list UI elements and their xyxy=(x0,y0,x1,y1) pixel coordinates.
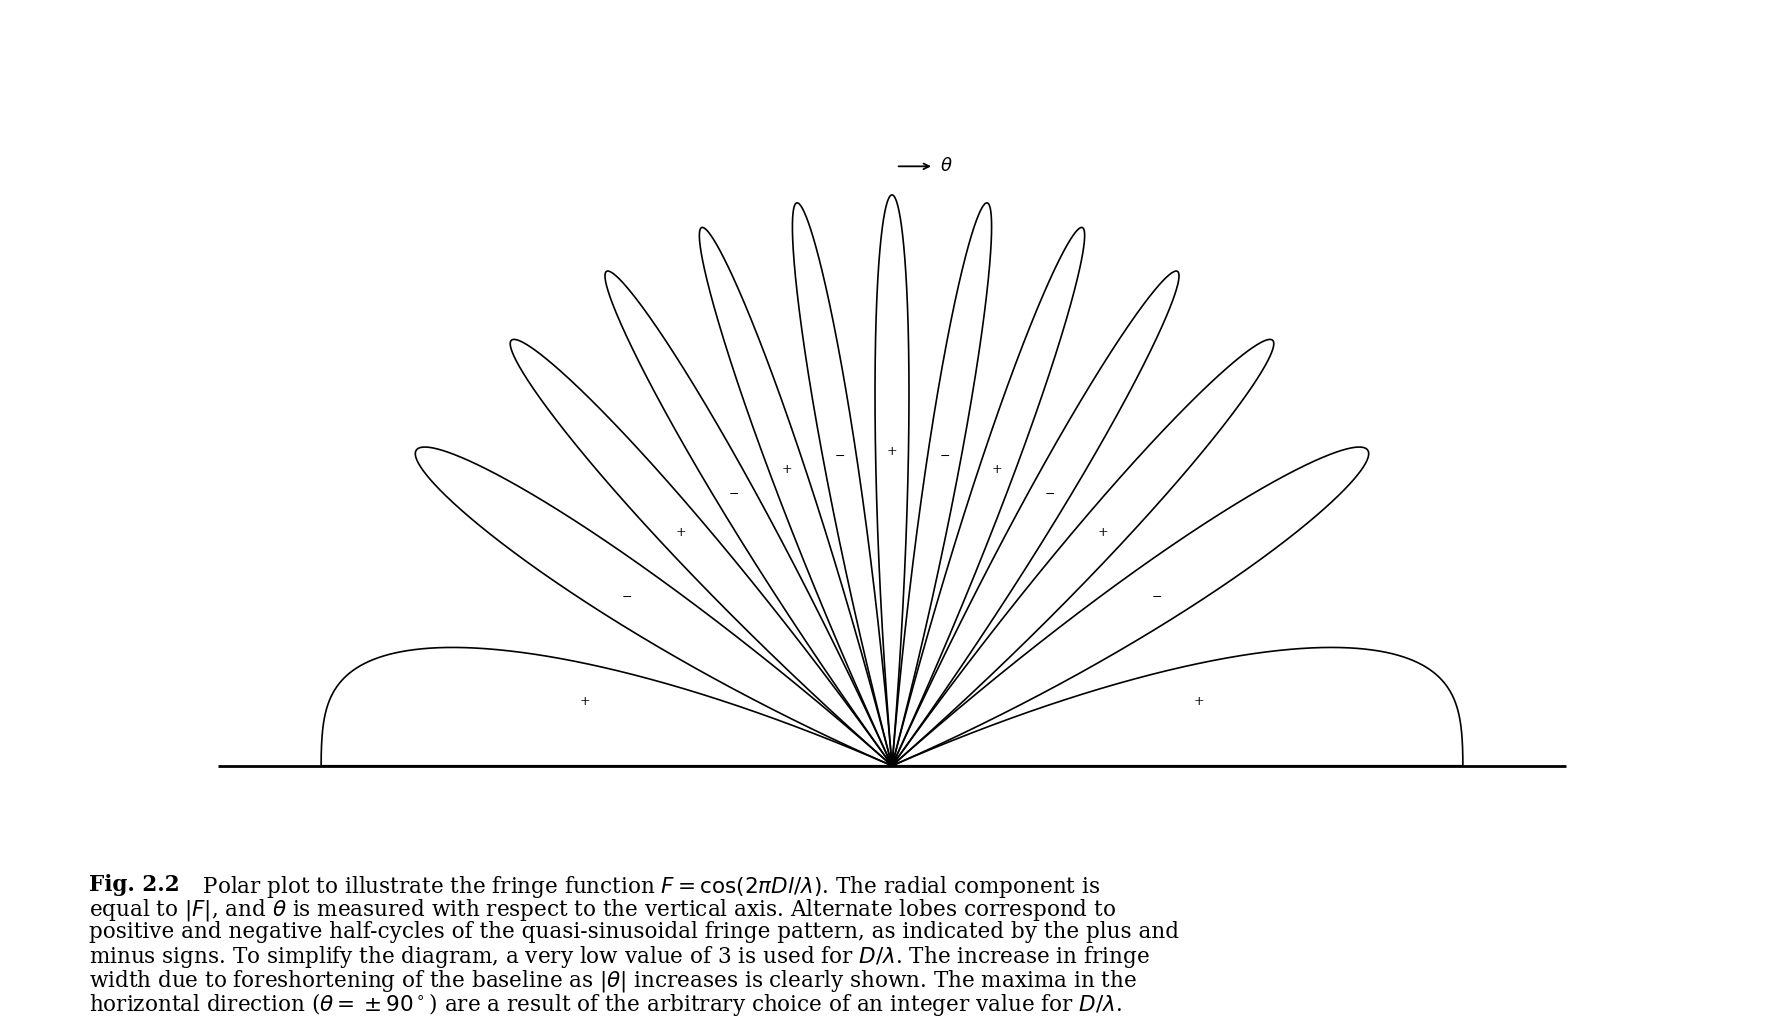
Text: equal to $|F|$, and $\theta$ is measured with respect to the vertical axis. Alte: equal to $|F|$, and $\theta$ is measured… xyxy=(89,898,1117,923)
Text: horizontal direction ($\theta = \pm 90^\circ$) are a result of the arbitrary cho: horizontal direction ($\theta = \pm 90^\… xyxy=(89,992,1122,1018)
Text: −: − xyxy=(835,450,846,463)
Text: +: + xyxy=(992,463,1003,476)
Text: −: − xyxy=(623,590,632,604)
Text: +: + xyxy=(781,463,792,476)
Text: Fig. 2.2: Fig. 2.2 xyxy=(89,873,180,896)
Text: −: − xyxy=(938,450,949,463)
Text: +: + xyxy=(887,445,897,458)
Text: −: − xyxy=(1152,590,1161,604)
Text: positive and negative half-cycles of the quasi-sinusoidal fringe pattern, as ind: positive and negative half-cycles of the… xyxy=(89,921,1179,943)
Text: width due to foreshortening of the baseline as $|\theta|$ increases is clearly s: width due to foreshortening of the basel… xyxy=(89,968,1136,994)
Text: +: + xyxy=(1193,695,1204,709)
Text: $\theta$: $\theta$ xyxy=(940,158,953,175)
Text: +: + xyxy=(580,695,591,709)
Text: −: − xyxy=(730,488,740,501)
Text: −: − xyxy=(1044,488,1054,501)
Text: minus signs. To simplify the diagram, a very low value of 3 is used for $D/\lamb: minus signs. To simplify the diagram, a … xyxy=(89,945,1151,970)
Text: +: + xyxy=(1097,526,1108,540)
Text: +: + xyxy=(676,526,687,540)
Text: Polar plot to illustrate the fringe function $F = \cos(2\pi Dl/\lambda)$. The ra: Polar plot to illustrate the fringe func… xyxy=(189,873,1101,900)
